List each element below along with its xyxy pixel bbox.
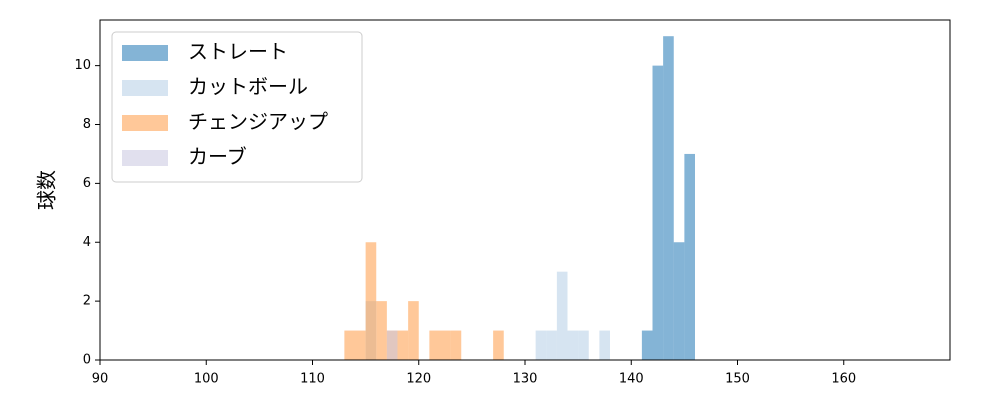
- legend-swatch: [122, 80, 168, 96]
- bar: [673, 242, 685, 360]
- bar: [556, 271, 568, 360]
- legend-swatch: [122, 45, 168, 61]
- legend-swatch: [122, 150, 168, 166]
- legend-label: カーブ: [188, 145, 247, 169]
- bar: [641, 330, 653, 360]
- x-tick-label: 130: [513, 372, 538, 387]
- y-axis-label: 球数: [35, 170, 59, 210]
- y-tick-label: 8: [83, 117, 91, 132]
- bar: [365, 242, 377, 360]
- bar: [376, 301, 387, 360]
- bar: [663, 36, 674, 360]
- x-tick-label: 160: [831, 372, 856, 387]
- x-tick-label: 140: [619, 372, 644, 387]
- x-tick-label: 100: [194, 372, 219, 387]
- y-tick-label: 0: [83, 353, 91, 368]
- bar: [599, 330, 610, 360]
- y-tick-label: 10: [74, 58, 91, 73]
- y-tick-label: 2: [83, 294, 91, 309]
- bar: [652, 65, 664, 360]
- bar: [684, 153, 695, 360]
- bar: [397, 330, 409, 360]
- bar: [386, 330, 398, 360]
- bar: [429, 330, 440, 360]
- y-tick-label: 6: [83, 176, 91, 191]
- x-tick-label: 110: [300, 372, 325, 387]
- x-tick-label: 90: [92, 372, 109, 387]
- legend-label: カットボール: [188, 75, 308, 99]
- legend-label: チェンジアップ: [188, 110, 328, 134]
- legend-swatch: [122, 115, 168, 131]
- bar: [535, 330, 547, 360]
- bar: [546, 330, 557, 360]
- bar: [440, 330, 451, 360]
- bar: [408, 301, 419, 360]
- legend-box: [111, 31, 363, 183]
- bar: [578, 330, 589, 360]
- x-tick-label: 150: [725, 372, 750, 387]
- x-tick-label: 120: [406, 372, 431, 387]
- bar: [493, 330, 504, 360]
- bar: [567, 330, 579, 360]
- bar: [344, 330, 355, 360]
- legend-label: ストレート: [188, 40, 288, 64]
- bar: [450, 330, 462, 360]
- y-tick-label: 4: [83, 235, 91, 250]
- bar: [355, 330, 366, 360]
